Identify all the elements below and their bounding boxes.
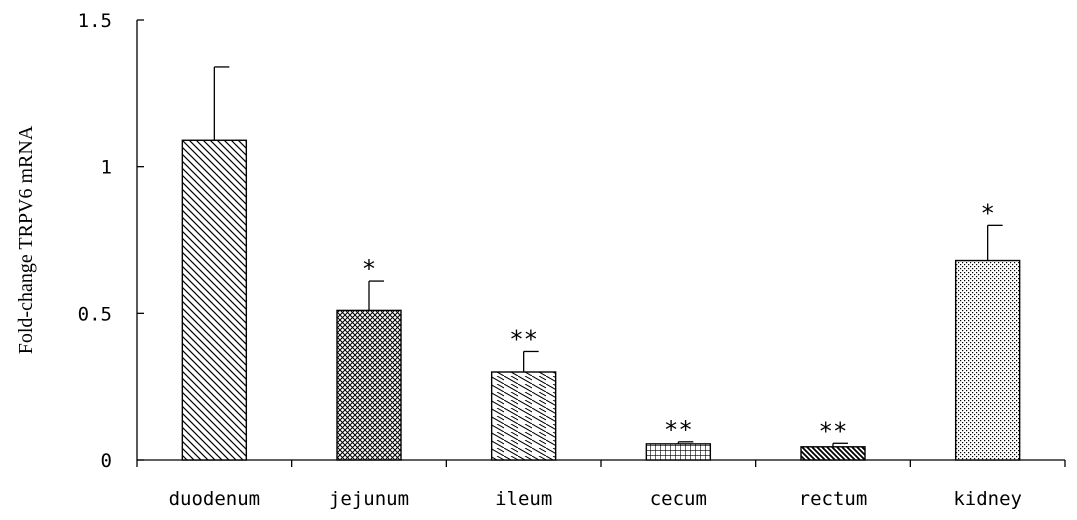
- bar-cecum: [645, 443, 712, 461]
- category-label-cecum: cecum: [650, 488, 707, 510]
- bar-ileum: [490, 371, 557, 461]
- bar-kidney: [954, 259, 1021, 461]
- significance-jejunum: *: [362, 255, 376, 283]
- significance-cecum: **: [664, 416, 693, 444]
- y-axis: 0 0.5 1 1.5: [78, 10, 144, 472]
- category-label-duodenum: duodenum: [169, 488, 261, 510]
- y-tick-label: 1: [101, 157, 112, 179]
- error-bars: [213, 66, 1003, 447]
- y-ticks: 0 0.5 1 1.5: [78, 10, 144, 472]
- bar-rectum: [800, 446, 866, 461]
- bar-jejunum: [336, 309, 402, 461]
- x-ticks: [136, 460, 1066, 467]
- category-label-ileum: ileum: [495, 488, 552, 510]
- significance-rectum: **: [819, 417, 848, 445]
- category-labels: duodenum jejunum ileum cecum rectum kidney: [169, 488, 1022, 510]
- y-tick-label: 0: [101, 450, 112, 472]
- category-label-rectum: rectum: [799, 488, 868, 510]
- bar-duodenum: [181, 139, 248, 461]
- y-tick-label: 1.5: [78, 10, 112, 32]
- significance-markers: ***** ***: [362, 199, 995, 445]
- category-label-jejunum: jejunum: [329, 488, 409, 510]
- significance-ileum: **: [509, 325, 538, 353]
- x-axis: [136, 459, 1066, 467]
- significance-kidney: *: [980, 199, 994, 227]
- y-axis-title: Fold-change TRPV6 mRNA: [15, 125, 37, 354]
- category-label-kidney: kidney: [953, 488, 1022, 510]
- y-tick-label: 0.5: [78, 303, 112, 325]
- bars: [181, 139, 1021, 461]
